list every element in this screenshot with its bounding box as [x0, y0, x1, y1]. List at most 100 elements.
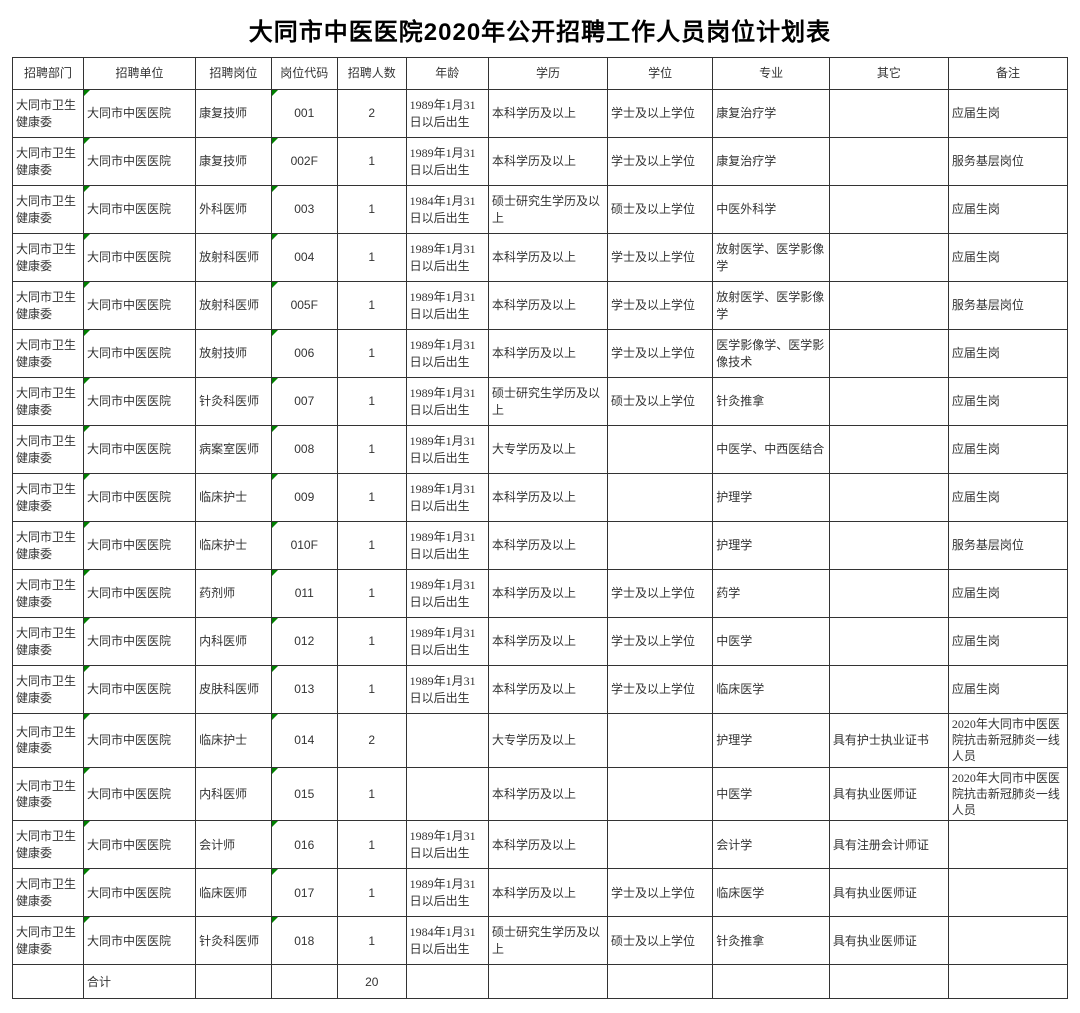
cell-education: 本科学历及以上	[488, 282, 607, 330]
cell-degree	[607, 767, 712, 821]
cell-count: 1	[337, 618, 406, 666]
cell-count: 1	[337, 570, 406, 618]
cell-position: 会计师	[196, 821, 272, 869]
cell-age: 1989年1月31日以后出生	[406, 378, 488, 426]
cell-degree	[607, 821, 712, 869]
cell-count: 1	[337, 426, 406, 474]
cell-position: 放射技师	[196, 330, 272, 378]
table-row: 大同市卫生健康委大同市中医医院临床医师01711989年1月31日以后出生本科学…	[13, 869, 1068, 917]
cell-major: 中医外科学	[713, 186, 830, 234]
cell-education: 本科学历及以上	[488, 330, 607, 378]
total-cell-remark	[948, 965, 1067, 999]
th-other: 其它	[829, 58, 948, 90]
table-total-row: 合计20	[13, 965, 1068, 999]
cell-unit: 大同市中医医院	[83, 90, 195, 138]
cell-major: 药学	[713, 570, 830, 618]
cell-unit: 大同市中医医院	[83, 378, 195, 426]
cell-age: 1989年1月31日以后出生	[406, 522, 488, 570]
cell-count: 1	[337, 378, 406, 426]
cell-other	[829, 90, 948, 138]
cell-education: 本科学历及以上	[488, 618, 607, 666]
cell-unit: 大同市中医医院	[83, 474, 195, 522]
table-row: 大同市卫生健康委大同市中医医院临床护士010F11989年1月31日以后出生本科…	[13, 522, 1068, 570]
cell-count: 1	[337, 282, 406, 330]
cell-position: 放射科医师	[196, 234, 272, 282]
cell-other	[829, 330, 948, 378]
cell-position: 临床医师	[196, 869, 272, 917]
cell-remark: 应届生岗	[948, 570, 1067, 618]
cell-code: 007	[271, 378, 337, 426]
cell-position: 药剂师	[196, 570, 272, 618]
cell-age: 1989年1月31日以后出生	[406, 666, 488, 714]
cell-dept: 大同市卫生健康委	[13, 330, 84, 378]
cell-dept: 大同市卫生健康委	[13, 234, 84, 282]
cell-remark: 应届生岗	[948, 666, 1067, 714]
cell-age	[406, 767, 488, 821]
cell-position: 临床护士	[196, 522, 272, 570]
cell-major: 临床医学	[713, 869, 830, 917]
cell-count: 1	[337, 330, 406, 378]
cell-unit: 大同市中医医院	[83, 234, 195, 282]
table-row: 大同市卫生健康委大同市中医医院皮肤科医师01311989年1月31日以后出生本科…	[13, 666, 1068, 714]
cell-remark: 服务基层岗位	[948, 522, 1067, 570]
cell-other: 具有执业医师证	[829, 869, 948, 917]
cell-other: 具有注册会计师证	[829, 821, 948, 869]
table-row: 大同市卫生健康委大同市中医医院临床护士0142大专学历及以上护理学具有护士执业证…	[13, 714, 1068, 768]
total-cell-dept	[13, 965, 84, 999]
cell-degree: 学士及以上学位	[607, 90, 712, 138]
cell-degree: 学士及以上学位	[607, 282, 712, 330]
cell-code: 004	[271, 234, 337, 282]
total-cell-code	[271, 965, 337, 999]
table-row: 大同市卫生健康委大同市中医医院外科医师00311984年1月31 日以后出生硕士…	[13, 186, 1068, 234]
cell-unit: 大同市中医医院	[83, 869, 195, 917]
cell-code: 002F	[271, 138, 337, 186]
total-cell-unit: 合计	[83, 965, 195, 999]
cell-education: 硕士研究生学历及以上	[488, 378, 607, 426]
table-row: 大同市卫生健康委大同市中医医院放射科医师00411989年1月31日以后出生本科…	[13, 234, 1068, 282]
cell-degree: 硕士及以上学位	[607, 186, 712, 234]
cell-unit: 大同市中医医院	[83, 821, 195, 869]
cell-degree: 学士及以上学位	[607, 618, 712, 666]
cell-code: 006	[271, 330, 337, 378]
cell-other	[829, 426, 948, 474]
cell-code: 014	[271, 714, 337, 768]
cell-code: 009	[271, 474, 337, 522]
cell-other: 具有执业医师证	[829, 917, 948, 965]
cell-remark: 应届生岗	[948, 330, 1067, 378]
cell-unit: 大同市中医医院	[83, 282, 195, 330]
cell-degree: 硕士及以上学位	[607, 917, 712, 965]
cell-count: 2	[337, 714, 406, 768]
cell-code: 003	[271, 186, 337, 234]
cell-other	[829, 570, 948, 618]
cell-dept: 大同市卫生健康委	[13, 666, 84, 714]
cell-count: 1	[337, 917, 406, 965]
cell-major: 中医学	[713, 618, 830, 666]
table-row: 大同市卫生健康委大同市中医医院针灸科医师01811984年1月31 日以后出生硕…	[13, 917, 1068, 965]
cell-position: 放射科医师	[196, 282, 272, 330]
total-cell-major	[713, 965, 830, 999]
cell-remark: 应届生岗	[948, 474, 1067, 522]
cell-degree	[607, 714, 712, 768]
cell-dept: 大同市卫生健康委	[13, 186, 84, 234]
cell-code: 005F	[271, 282, 337, 330]
cell-dept: 大同市卫生健康委	[13, 618, 84, 666]
cell-count: 1	[337, 869, 406, 917]
cell-degree: 学士及以上学位	[607, 666, 712, 714]
th-degree: 学位	[607, 58, 712, 90]
cell-age: 1989年1月31日以后出生	[406, 869, 488, 917]
cell-major: 护理学	[713, 714, 830, 768]
cell-remark: 应届生岗	[948, 426, 1067, 474]
cell-count: 1	[337, 522, 406, 570]
table-row: 大同市卫生健康委大同市中医医院会计师01611989年1月31日以后出生本科学历…	[13, 821, 1068, 869]
cell-degree: 学士及以上学位	[607, 234, 712, 282]
cell-code: 001	[271, 90, 337, 138]
cell-unit: 大同市中医医院	[83, 917, 195, 965]
cell-count: 1	[337, 767, 406, 821]
cell-remark: 服务基层岗位	[948, 138, 1067, 186]
cell-age: 1989年1月31日以后出生	[406, 282, 488, 330]
cell-dept: 大同市卫生健康委	[13, 138, 84, 186]
cell-code: 018	[271, 917, 337, 965]
cell-major: 康复治疗学	[713, 90, 830, 138]
cell-major: 临床医学	[713, 666, 830, 714]
cell-major: 针灸推拿	[713, 378, 830, 426]
